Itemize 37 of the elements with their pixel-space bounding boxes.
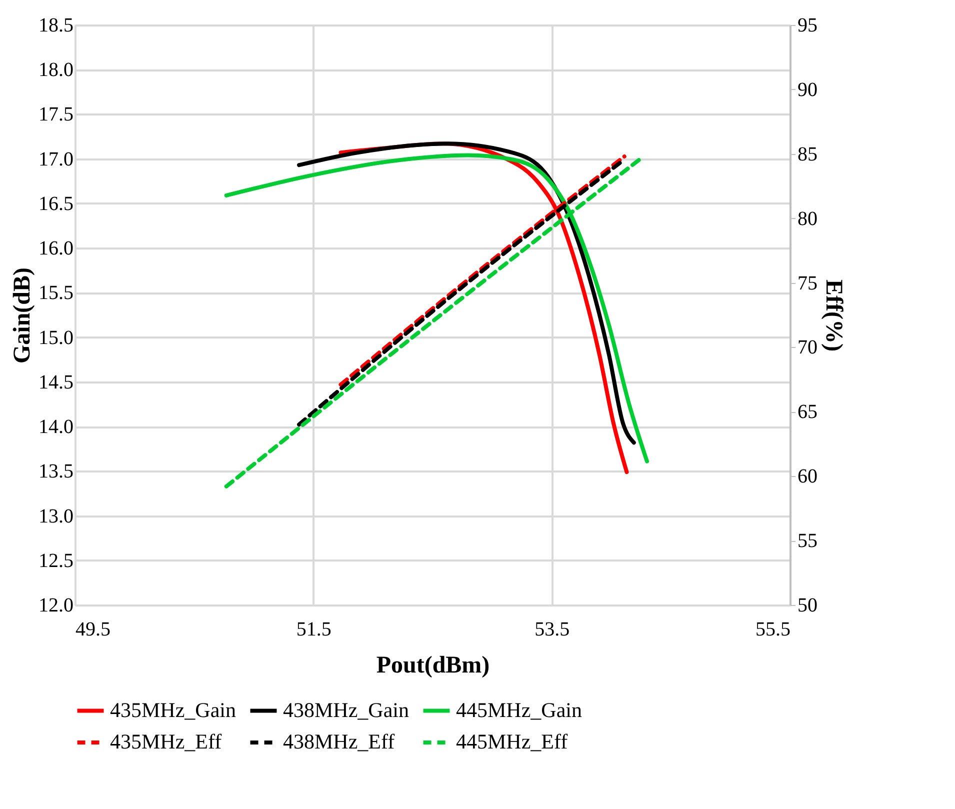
y-tick-label: 16.5 bbox=[38, 192, 74, 215]
legend-label: 438MHz_Gain bbox=[283, 698, 410, 722]
y2-tick-label: 85 bbox=[798, 143, 818, 166]
x-tick-label: 55.5 bbox=[756, 618, 790, 640]
y-tick-label: 12.5 bbox=[38, 550, 74, 572]
legend-label: 435MHz_Eff bbox=[110, 730, 222, 754]
x-axis-title: Pout(dBm) bbox=[376, 652, 490, 678]
y-tick-label: 16.0 bbox=[38, 238, 74, 260]
y2-tick-label: 55 bbox=[798, 530, 818, 552]
legend-label: 445MHz_Eff bbox=[456, 730, 568, 754]
y-tick-label: 15.5 bbox=[38, 282, 74, 304]
y2-tick-label: 50 bbox=[798, 594, 818, 616]
y2-tick-label: 95 bbox=[798, 14, 818, 36]
y2-tick-label: 80 bbox=[798, 208, 818, 230]
y-tick-label: 18.5 bbox=[38, 14, 74, 36]
x-tick-label: 51.5 bbox=[296, 618, 332, 640]
legend-label: 445MHz_Gain bbox=[456, 698, 582, 722]
y2-tick-label: 75 bbox=[798, 272, 818, 294]
x-tick-label: 53.5 bbox=[534, 618, 570, 640]
legend-label: 438MHz_Eff bbox=[283, 730, 395, 754]
y2-tick-label: 70 bbox=[798, 336, 818, 359]
x-tick-label: 49.5 bbox=[76, 618, 110, 640]
y-tick-label: 15.0 bbox=[38, 326, 74, 349]
legend-label: 435MHz_Gain bbox=[110, 698, 236, 722]
y2-tick-label: 65 bbox=[798, 401, 818, 424]
y-tick-label: 17.0 bbox=[38, 148, 74, 170]
y-tick-label: 12.0 bbox=[38, 594, 74, 616]
y-tick-label: 18.0 bbox=[38, 59, 74, 82]
y-tick-label: 13.5 bbox=[38, 460, 74, 483]
y2-axis-title: Eff(%) bbox=[820, 280, 846, 352]
y2-tick-label: 90 bbox=[798, 78, 818, 101]
y-tick-label: 13.0 bbox=[38, 505, 74, 528]
y-tick-label: 17.5 bbox=[38, 104, 74, 126]
y-tick-label: 14.0 bbox=[38, 416, 74, 438]
y2-tick-label: 60 bbox=[798, 466, 818, 488]
y-tick-label: 14.5 bbox=[38, 371, 74, 394]
y-axis-title: Gain(dB) bbox=[10, 267, 36, 364]
